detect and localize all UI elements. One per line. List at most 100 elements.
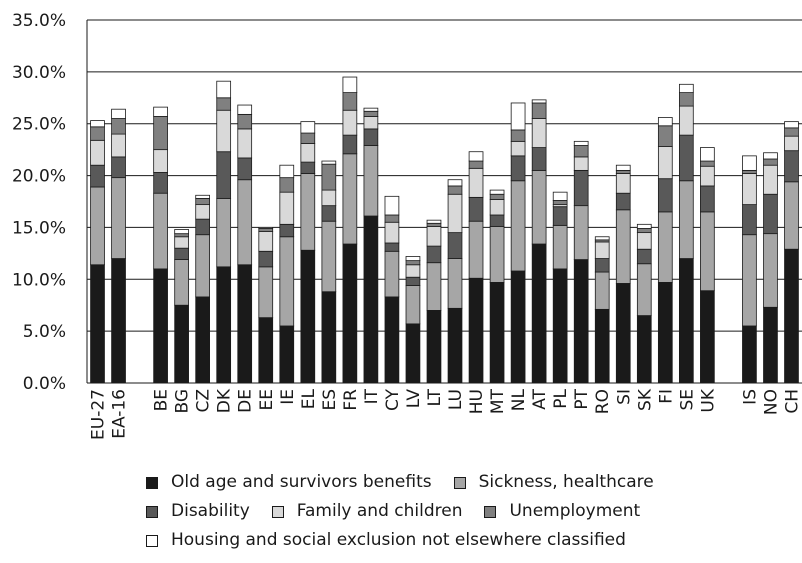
x-tick-label: DK (215, 388, 235, 413)
bar-segment-si-unemployment (615, 169, 631, 174)
bar-segment-de-family (237, 128, 253, 159)
bar-segment-lt-old (426, 309, 442, 384)
bar-segment-fi-unemployment (657, 125, 673, 147)
bar-segment-lu-sickness (447, 258, 463, 309)
bar-segment-at-disability (531, 147, 547, 171)
bar-segment-mt-sickness (489, 225, 505, 283)
bar-segment-sk-disability (636, 248, 652, 265)
bar-segment-dk-housing (216, 80, 232, 99)
bar-segment-cy-housing (384, 195, 400, 216)
bar-segment-sk-unemployment (636, 228, 652, 234)
legend-label-family: Family and children (296, 501, 463, 521)
bar-segment-eu-27-disability (90, 164, 105, 188)
bar-segment-sk-old (636, 315, 652, 384)
bar-segment-eu-27-housing (90, 120, 105, 128)
bar-segment-es-disability (321, 205, 337, 222)
bar-segment-cy-unemployment (384, 214, 400, 223)
bar-segment-uk-disability (700, 185, 715, 213)
legend-label-housing: Housing and social exclusion not elsewhe… (171, 530, 626, 550)
bar-segment-it-unemployment (363, 110, 379, 117)
bar-segment-cy-old (384, 296, 400, 384)
bar-segment-si-old (615, 283, 631, 384)
bar-segment-ea-16-family (111, 133, 126, 158)
bar-segment-hu-old (468, 277, 484, 384)
bar-segment-lt-family (426, 225, 442, 247)
x-tick-label: RO (593, 389, 613, 414)
bar-segment-ro-old (594, 308, 610, 384)
y-tick-label: 5.0% (23, 322, 66, 342)
bar-segment-no-family (763, 164, 778, 195)
bar-segment-pl-sickness (552, 224, 568, 270)
bar-segment-ea-16-old (111, 258, 126, 384)
bar-segment-is-old (742, 325, 757, 384)
bar-segment-lv-disability (405, 276, 421, 286)
bar-segment-eu-27-old (90, 264, 105, 384)
bar-segment-el-housing (300, 121, 316, 134)
bar-segment-ee-sickness (258, 266, 274, 319)
bar-segment-lv-old (405, 323, 421, 384)
legend-label-old-age: Old age and survivors benefits (171, 472, 432, 492)
y-tick-label: 30.0% (12, 63, 66, 83)
bar-segment-be-unemployment (153, 116, 168, 151)
bar-segment-is-housing (742, 155, 757, 171)
bar-segment-nl-sickness (510, 180, 526, 272)
bar-segment-is-disability (742, 204, 757, 236)
y-tick-label: 10.0% (12, 270, 66, 290)
legend-swatch-unemployment (484, 505, 497, 518)
bar-segment-de-disability (237, 157, 253, 181)
bar-segment-bg-sickness (174, 259, 189, 306)
x-tick-label: BE (152, 389, 172, 411)
bar-segment-lu-disability (447, 232, 463, 259)
bar-segment-ie-sickness (279, 236, 295, 327)
bar-segment-de-unemployment (237, 113, 253, 130)
bar-segment-lv-housing (405, 256, 421, 262)
bar-segment-ro-family (594, 241, 610, 259)
x-tick-label: ES (320, 389, 340, 411)
bar-segment-ch-sickness (784, 181, 799, 250)
bar-segment-si-housing (615, 164, 631, 171)
x-tick-label: FR (341, 389, 361, 411)
legend-swatch-disability (146, 505, 158, 518)
bar-segment-si-family (615, 173, 631, 194)
bar-segment-pt-housing (573, 140, 589, 146)
bar-segment-fi-housing (657, 117, 673, 127)
x-tick-label: MT (488, 388, 508, 414)
bar-segment-ea-16-sickness (111, 177, 126, 259)
bar-segment-cz-unemployment (195, 197, 211, 206)
bar-segment-pl-unemployment (552, 200, 568, 206)
bar-segment-lt-housing (426, 219, 442, 224)
x-tick-label: IS (740, 389, 760, 405)
bar-segment-ie-family (279, 191, 295, 225)
bar-segment-eu-27-sickness (90, 186, 105, 266)
bar-segment-pl-disability (552, 206, 568, 226)
bar-segment-es-unemployment (321, 163, 337, 191)
bar-segment-se-family (678, 105, 694, 136)
bar-segment-fr-disability (342, 134, 358, 155)
bar-segment-ea-16-disability (111, 156, 126, 179)
bar-segment-lt-sickness (426, 262, 442, 311)
bar-segment-be-housing (153, 106, 168, 117)
legend-item-old-age: Old age and survivors benefits (146, 468, 432, 497)
bar-segment-lu-family (447, 193, 463, 234)
bar-segment-el-family (300, 143, 316, 163)
bar-segment-uk-unemployment (700, 160, 715, 167)
bar-segment-fi-sickness (657, 211, 673, 283)
bar-segment-at-housing (531, 99, 547, 104)
x-tick-label: IE (278, 389, 298, 405)
bar-segment-es-housing (321, 160, 337, 165)
bar-segment-ee-disability (258, 250, 274, 268)
bar-segment-pt-disability (573, 169, 589, 207)
bar-segment-fr-unemployment (342, 92, 358, 111)
bar-segment-mt-unemployment (489, 193, 505, 200)
x-tick-label: SE (677, 389, 697, 411)
bar-segment-no-old (763, 306, 778, 384)
bar-segment-es-family (321, 189, 337, 207)
bar-segment-uk-old (700, 290, 715, 384)
x-tick-label: HU (467, 389, 487, 414)
x-tick-label: DE (236, 389, 256, 413)
bar-segment-el-unemployment (300, 132, 316, 144)
bar-segment-cy-family (384, 221, 400, 244)
bar-segment-no-disability (763, 193, 778, 235)
bar-segment-pt-old (573, 259, 589, 384)
bar-segment-uk-family (700, 165, 715, 187)
